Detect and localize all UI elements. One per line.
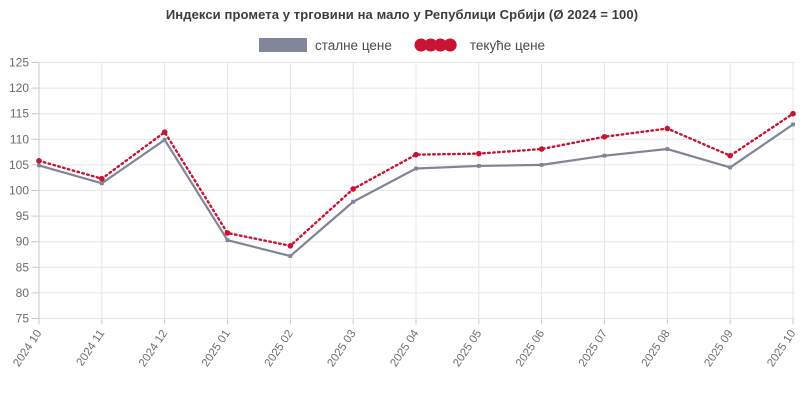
data-point-marker[interactable] [162,137,167,142]
x-gridlines [38,62,794,325]
series-constant-prices [37,122,795,258]
data-point-marker[interactable] [539,163,544,167]
x-axis-tick-label: 2024 10 [11,328,44,369]
y-gridlines: 75 80 85 90 95 100 105 110 115 120 125 [9,56,795,326]
x-axis-tick-label: 2025 01 [200,328,233,369]
x-axis-tick-label: 2024 12 [137,328,170,369]
data-point-marker[interactable] [664,125,671,132]
y-axis-tick-label: 105 [9,158,29,172]
y-axis-tick-label: 80 [16,286,30,300]
data-point-marker[interactable] [99,175,105,182]
x-axis-tick-label: 2025 06 [514,328,547,369]
data-point-marker[interactable] [225,238,230,243]
x-axis-tick-label: 2025 07 [577,328,610,369]
data-point-marker[interactable] [476,150,482,157]
x-axis-tick-label: 2025 04 [388,327,422,369]
x-axis-tick-label: 2025 02 [263,328,296,369]
y-axis-tick-label: 125 [9,56,29,70]
x-axis-tick-label: 2025 09 [702,328,735,369]
legend-swatch-solid-icon [258,38,307,52]
x-axis-tick-label: 2024 11 [75,328,108,368]
data-point-marker[interactable] [37,163,41,168]
data-point-marker[interactable] [224,230,231,236]
legend-label-constant-prices: сталне цене [314,37,392,53]
x-axis-labels: 2024 10 2024 11 2024 12 2025 01 2025 02 2025 … [11,327,798,369]
data-point-marker[interactable] [790,110,796,117]
data-point-marker[interactable] [36,158,42,164]
legend-item-constant-prices[interactable]: сталне цене [258,37,392,53]
data-point-marker[interactable] [727,152,733,159]
data-point-marker[interactable] [413,151,419,158]
data-point-marker[interactable] [161,129,168,135]
x-axis-tick-label: 2025 10 [765,328,798,369]
legend-label-current-prices: текуће цене [469,37,546,53]
y-axis-tick-label: 110 [10,132,29,146]
series-current-prices [36,110,796,249]
data-point-marker[interactable] [99,181,104,186]
legend-item-current-prices[interactable]: текуће цене [414,37,545,53]
y-axis-tick-label: 115 [10,107,29,121]
data-point-marker[interactable] [414,166,418,171]
data-point-marker[interactable] [287,242,294,249]
data-point-marker[interactable] [351,199,356,204]
y-axis-tick-label: 75 [16,312,30,326]
y-axis-tick-label: 85 [16,260,30,274]
x-axis-tick-label: 2025 08 [640,328,673,369]
data-point-marker[interactable] [601,133,608,140]
x-axis-tick-label: 2025 05 [451,328,484,369]
data-point-marker[interactable] [728,165,733,170]
chart-title: Индекси промета у трговини на мало у Реп… [165,7,639,22]
y-axis-tick-label: 95 [16,209,30,223]
y-axis-tick-label: 120 [9,81,29,95]
x-axis-tick-label: 2025 03 [325,328,358,369]
data-point-marker[interactable] [350,186,356,192]
data-point-marker[interactable] [602,153,607,158]
data-point-marker[interactable] [538,146,545,152]
data-point-marker[interactable] [288,254,293,258]
y-axis-tick-label: 90 [16,235,30,249]
data-point-marker[interactable] [791,122,795,127]
y-axis-tick-label: 100 [9,184,29,198]
chart-legend: сталне цене текуће цене [0,37,804,53]
data-point-marker[interactable] [476,164,481,168]
legend-swatch-dotted-icon [414,38,462,52]
data-point-marker[interactable] [665,147,670,151]
